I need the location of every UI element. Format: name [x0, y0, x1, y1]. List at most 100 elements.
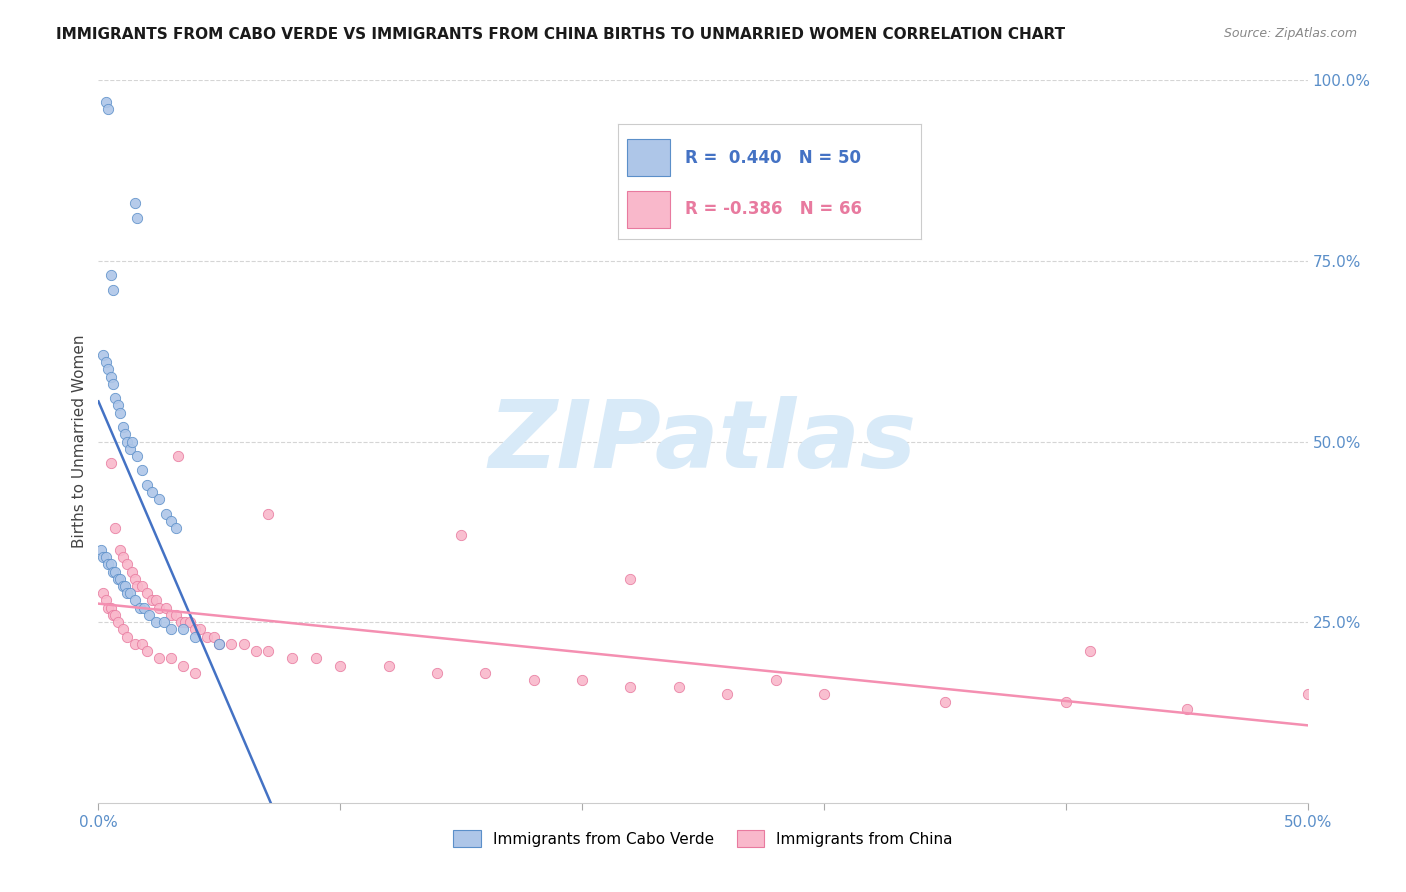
Point [94, 593, 117, 607]
Point [188, 623, 211, 637]
Point [619, 572, 641, 586]
Text: ZIPatlas: ZIPatlas [489, 395, 917, 488]
Point [152, 615, 174, 630]
Point [100, 600, 122, 615]
Point [329, 658, 352, 673]
Point [281, 651, 304, 665]
Point [145, 593, 167, 607]
Text: Source: ZipAtlas.com: Source: ZipAtlas.com [1223, 27, 1357, 40]
Point [174, 615, 197, 630]
Point [141, 485, 163, 500]
Point [134, 600, 156, 615]
Point [184, 665, 207, 680]
Point [571, 673, 593, 687]
Point [141, 593, 163, 607]
Point [148, 651, 170, 665]
Point [245, 644, 267, 658]
Point [145, 615, 167, 630]
Point [668, 680, 690, 694]
Point [160, 514, 183, 528]
Point [172, 623, 194, 637]
Point [765, 673, 787, 687]
Point [619, 680, 641, 694]
Point [114, 579, 136, 593]
Point [179, 615, 201, 630]
Point [450, 528, 472, 542]
Point [208, 637, 231, 651]
Point [104, 607, 127, 622]
Point [91, 550, 114, 565]
Point [124, 572, 146, 586]
Point [101, 607, 124, 622]
Point [135, 644, 157, 658]
Point [155, 600, 177, 615]
Point [305, 651, 328, 665]
Point [131, 579, 153, 593]
Point [101, 283, 124, 297]
Point [100, 369, 122, 384]
Point [108, 406, 131, 420]
Point [100, 558, 122, 572]
Point [426, 665, 449, 680]
Point [127, 211, 149, 225]
Point [97, 362, 120, 376]
Point [195, 630, 218, 644]
Point [101, 376, 124, 391]
Point [165, 521, 187, 535]
Point [256, 644, 278, 658]
Point [108, 542, 131, 557]
Point [97, 558, 120, 572]
Point [117, 586, 139, 600]
Point [107, 398, 129, 412]
Point [117, 558, 139, 572]
Point [184, 623, 207, 637]
Point [91, 348, 114, 362]
Point [91, 586, 114, 600]
Point [1175, 702, 1198, 716]
Point [118, 442, 141, 456]
Point [90, 542, 112, 557]
Point [94, 355, 117, 369]
Point [1078, 644, 1101, 658]
Point [108, 572, 131, 586]
Point [111, 420, 134, 434]
Point [934, 695, 956, 709]
Point [107, 615, 129, 630]
Point [148, 492, 170, 507]
Point [124, 593, 146, 607]
Point [172, 658, 194, 673]
Point [94, 95, 117, 109]
Point [131, 637, 153, 651]
Point [160, 651, 183, 665]
Point [104, 391, 127, 405]
Point [208, 637, 231, 651]
Legend: Immigrants from Cabo Verde, Immigrants from China: Immigrants from Cabo Verde, Immigrants f… [447, 824, 959, 853]
Point [135, 586, 157, 600]
Point [121, 434, 143, 449]
Point [111, 550, 134, 565]
Point [127, 579, 149, 593]
Point [474, 665, 496, 680]
Point [100, 268, 122, 283]
Text: IMMIGRANTS FROM CABO VERDE VS IMMIGRANTS FROM CHINA BIRTHS TO UNMARRIED WOMEN CO: IMMIGRANTS FROM CABO VERDE VS IMMIGRANTS… [56, 27, 1066, 42]
Point [232, 637, 254, 651]
Point [117, 630, 139, 644]
Point [169, 615, 191, 630]
Point [124, 196, 146, 211]
Point [97, 600, 120, 615]
Point [184, 630, 207, 644]
Point [160, 623, 183, 637]
Point [135, 478, 157, 492]
Point [114, 427, 136, 442]
Point [121, 565, 143, 579]
Point [104, 521, 127, 535]
Point [127, 449, 149, 463]
Point [155, 507, 177, 521]
Point [124, 637, 146, 651]
Point [104, 565, 127, 579]
Point [111, 579, 134, 593]
Point [377, 658, 399, 673]
Point [94, 550, 117, 565]
Point [117, 434, 139, 449]
Point [100, 456, 122, 470]
